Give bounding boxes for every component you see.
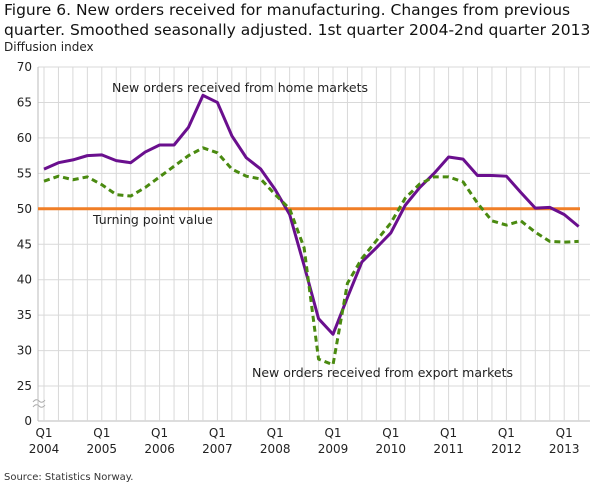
x-tick-year: 2006	[144, 442, 175, 456]
x-tick-year: 2007	[202, 442, 233, 456]
chart-title: Figure 6. New orders received for manufa…	[4, 1, 591, 39]
x-tick-year: 2008	[260, 442, 291, 456]
x-tick-quarter: Q1	[93, 426, 110, 440]
y-tick-label: 65	[17, 95, 32, 109]
x-tick-year: 2010	[376, 442, 407, 456]
x-tick-quarter: Q1	[35, 426, 52, 440]
y-tick-label: 55	[17, 166, 32, 180]
y-tick-label: 50	[17, 202, 32, 216]
x-tick-quarter: Q1	[440, 426, 457, 440]
x-tick-year: 2011	[433, 442, 464, 456]
x-tick-quarter: Q1	[382, 426, 399, 440]
series-line-export-markets	[43, 146, 579, 367]
x-tick-year: 2009	[318, 442, 349, 456]
y-tick-label: 70	[17, 60, 32, 74]
series-line-home-markets	[43, 93, 580, 336]
y-axis-label: Diffusion index	[4, 40, 94, 54]
turning-point-label: Turning point value	[92, 212, 213, 227]
series-label-export-markets: New orders received from export markets	[252, 365, 513, 380]
x-tick-quarter: Q1	[324, 426, 341, 440]
x-tick-quarter: Q1	[151, 426, 168, 440]
source-note: Source: Statistics Norway.	[4, 472, 134, 483]
axis-break-icon	[32, 399, 46, 408]
y-tick-label: 40	[17, 273, 32, 287]
x-tick-quarter: Q1	[498, 426, 515, 440]
x-tick-year: 2013	[549, 442, 580, 456]
y-tick-label: 30	[17, 344, 32, 358]
x-tick-year: 2004	[29, 442, 60, 456]
x-tick-year: 2005	[87, 442, 118, 456]
y-tick-label: 45	[17, 237, 32, 251]
y-tick-label: 35	[17, 308, 32, 322]
series-label-home-markets: New orders received from home markets	[112, 80, 368, 95]
y-tick-label: 25	[17, 379, 32, 393]
x-tick-quarter: Q1	[267, 426, 284, 440]
y-tick-label: 0	[24, 414, 32, 428]
x-tick-quarter: Q1	[556, 426, 573, 440]
y-tick-label: 60	[17, 131, 32, 145]
x-tick-year: 2012	[491, 442, 522, 456]
x-tick-quarter: Q1	[209, 426, 226, 440]
